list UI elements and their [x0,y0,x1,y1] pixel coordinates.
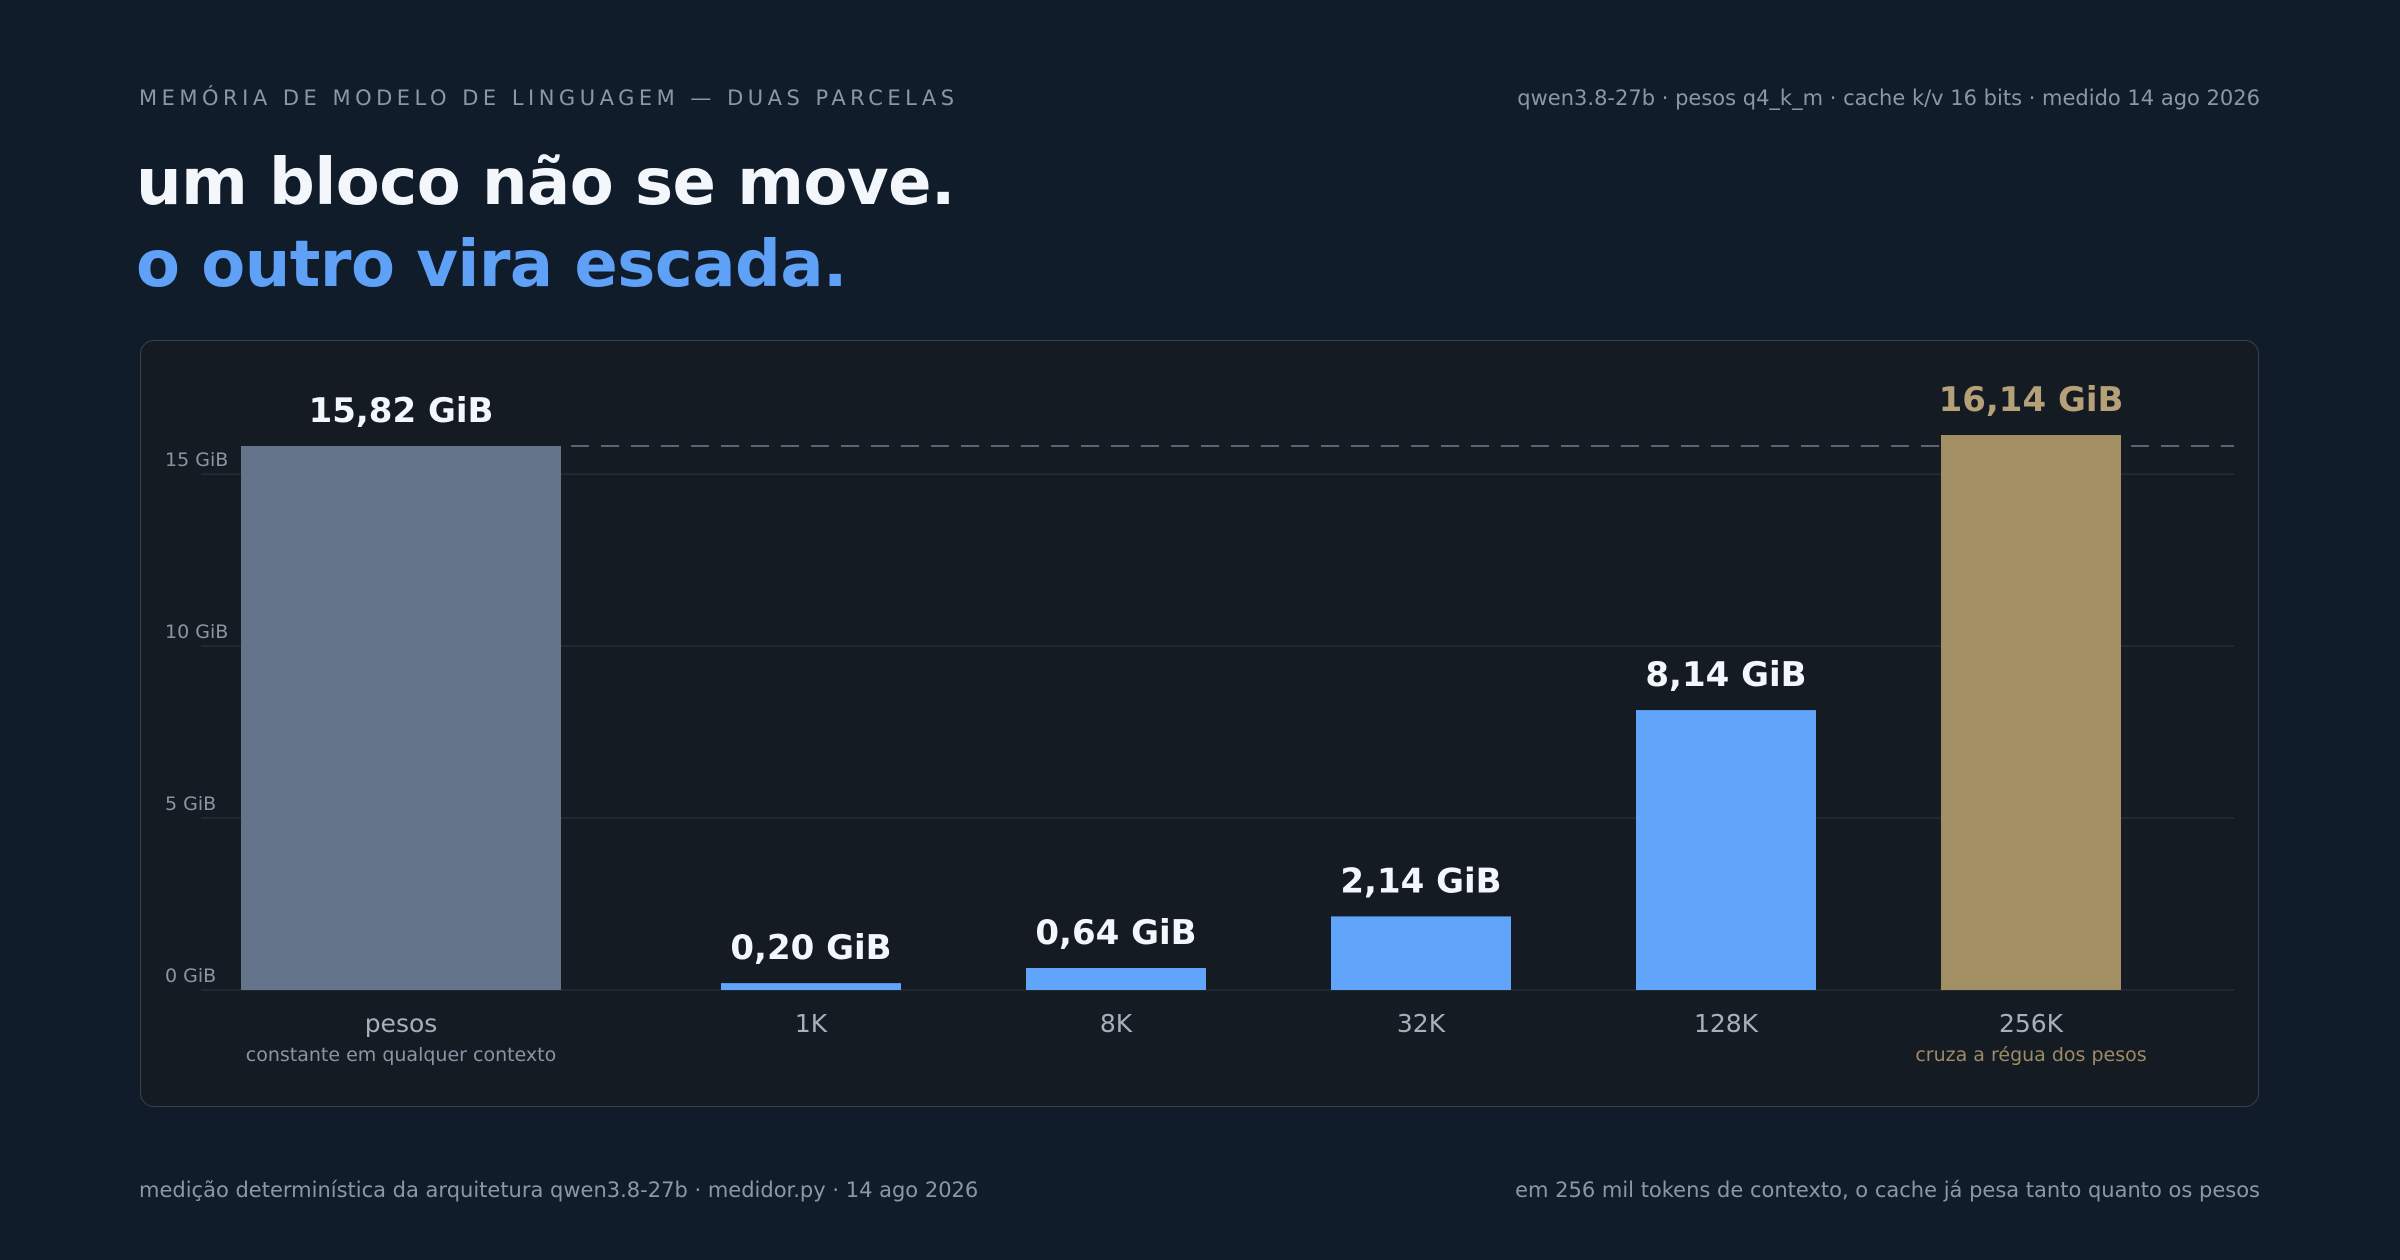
y-tick-label: 0 GiB [165,965,216,987]
y-tick-label: 5 GiB [165,793,216,815]
bar-chart: 0 GiB 5 GiB 10 GiB 15 GiB 15,82 GiB pesos cons… [165,380,2234,1066]
bar-value-label: 0,64 GiB [1035,913,1196,953]
y-tick-label: 15 GiB [165,449,228,471]
x-category-label: 8K [1100,1009,1133,1038]
chart-panel: 0 GiB 5 GiB 10 GiB 15 GiB 15,82 GiB pesos cons… [140,340,2259,1107]
bar-8k [1026,967,1206,990]
x-category-label: 256K [1999,1009,2064,1038]
x-category-label: 128K [1694,1009,1759,1038]
bar-pesos [241,446,561,990]
x-category-sublabel: constante em qualquer contexto [246,1044,556,1066]
bar-256k [1941,435,2121,990]
headline-line-1: um bloco não se move. [136,146,955,220]
x-category-label: 1K [795,1009,828,1038]
x-category-label: 32K [1397,1009,1446,1038]
chart-eyebrow: MEMÓRIA DE MODELO DE LINGUAGEM — DUAS PA… [139,86,959,110]
bar-value-label: 2,14 GiB [1340,861,1501,901]
x-category-sublabel: cruza a régua dos pesos [1915,1044,2146,1066]
bar-value-label: 8,14 GiB [1645,655,1806,695]
bar-128k [1636,710,1816,990]
headline: um bloco não se move. o outro vira escad… [136,142,955,306]
footer-note: em 256 mil tokens de contexto, o cache j… [1515,1178,2260,1202]
bar-value-label: 15,82 GiB [309,391,494,431]
bar-1k [721,983,901,990]
bar-value-label: 16,14 GiB [1939,380,2124,420]
measurement-meta: qwen3.8-27b · pesos q4_k_m · cache k/v 1… [1517,86,2260,110]
footer-source: medição determinística da arquitetura qw… [139,1178,979,1202]
x-category-label: pesos [365,1009,438,1038]
bar-value-label: 0,20 GiB [730,928,891,968]
headline-line-2: o outro vira escada. [136,228,847,302]
bar-32k [1331,916,1511,990]
y-tick-label: 10 GiB [165,621,228,643]
